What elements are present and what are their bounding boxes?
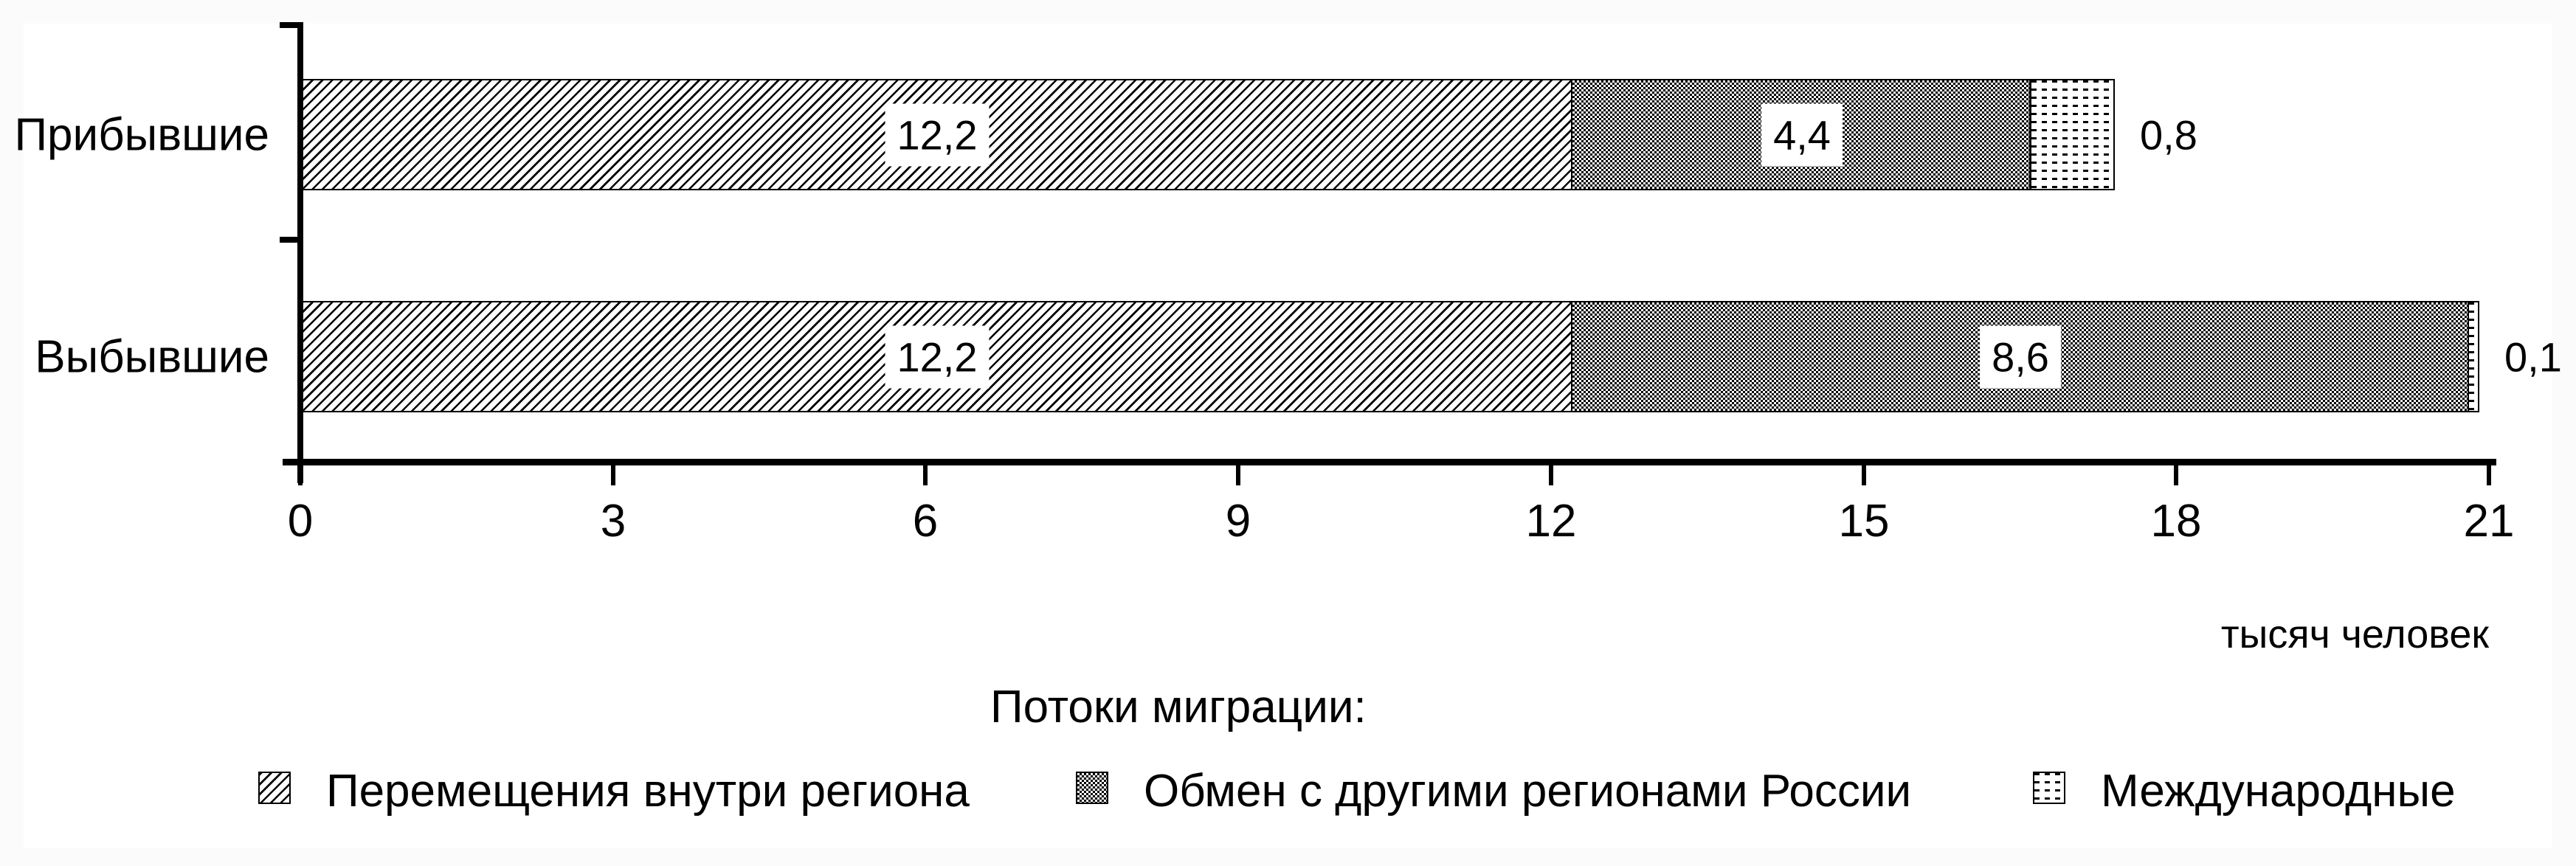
x-tick-label: 21	[2463, 496, 2515, 547]
x-tick	[2487, 465, 2491, 485]
bar-segment	[300, 301, 1572, 412]
x-tick	[2174, 465, 2178, 485]
x-tick-label: 3	[600, 496, 626, 547]
x-tick-label: 6	[912, 496, 939, 547]
category-boundary-tick-top	[280, 22, 303, 28]
x-tick	[923, 465, 928, 485]
x-tick	[1549, 465, 1553, 485]
value-label: 4,4	[1761, 103, 1843, 166]
x-tick-label: 9	[1225, 496, 1251, 547]
legend-item-label: Международные	[2101, 766, 2456, 817]
legend-title: Потоки миграции:	[990, 682, 1367, 732]
value-label: 12,2	[885, 325, 990, 388]
x-tick-label: 15	[1838, 496, 1890, 547]
x-tick-label: 12	[1525, 496, 1577, 547]
x-tick	[1862, 465, 1866, 485]
bar-segment	[2468, 301, 2479, 412]
x-tick	[1236, 465, 1240, 485]
value-label-outside: 0,8	[2140, 111, 2197, 158]
x-axis-unit-label: тысяч человек	[2220, 612, 2489, 657]
bar-segment	[2030, 79, 2115, 190]
value-label-outside: 0,1	[2504, 333, 2562, 380]
legend-item-label: Обмен с другими регионами России	[1144, 766, 1912, 817]
legend-swatch-dot-rows	[2033, 772, 2065, 804]
value-label: 12,2	[885, 103, 990, 166]
category-boundary-tick-middle	[280, 237, 303, 243]
x-tick-label: 18	[2150, 496, 2202, 547]
y-axis-line	[297, 22, 303, 483]
value-label: 8,6	[1980, 325, 2061, 388]
x-tick-label: 0	[287, 496, 314, 547]
legend-swatch-diagonal-hatch	[258, 772, 291, 804]
legend-item-label: Перемещения внутри региона	[326, 766, 970, 817]
x-axis-line	[283, 459, 2496, 465]
category-label: Выбывшие	[35, 331, 269, 382]
legend-swatch-checker	[1076, 772, 1108, 804]
category-label: Прибывшие	[14, 109, 269, 160]
x-tick	[611, 465, 615, 485]
